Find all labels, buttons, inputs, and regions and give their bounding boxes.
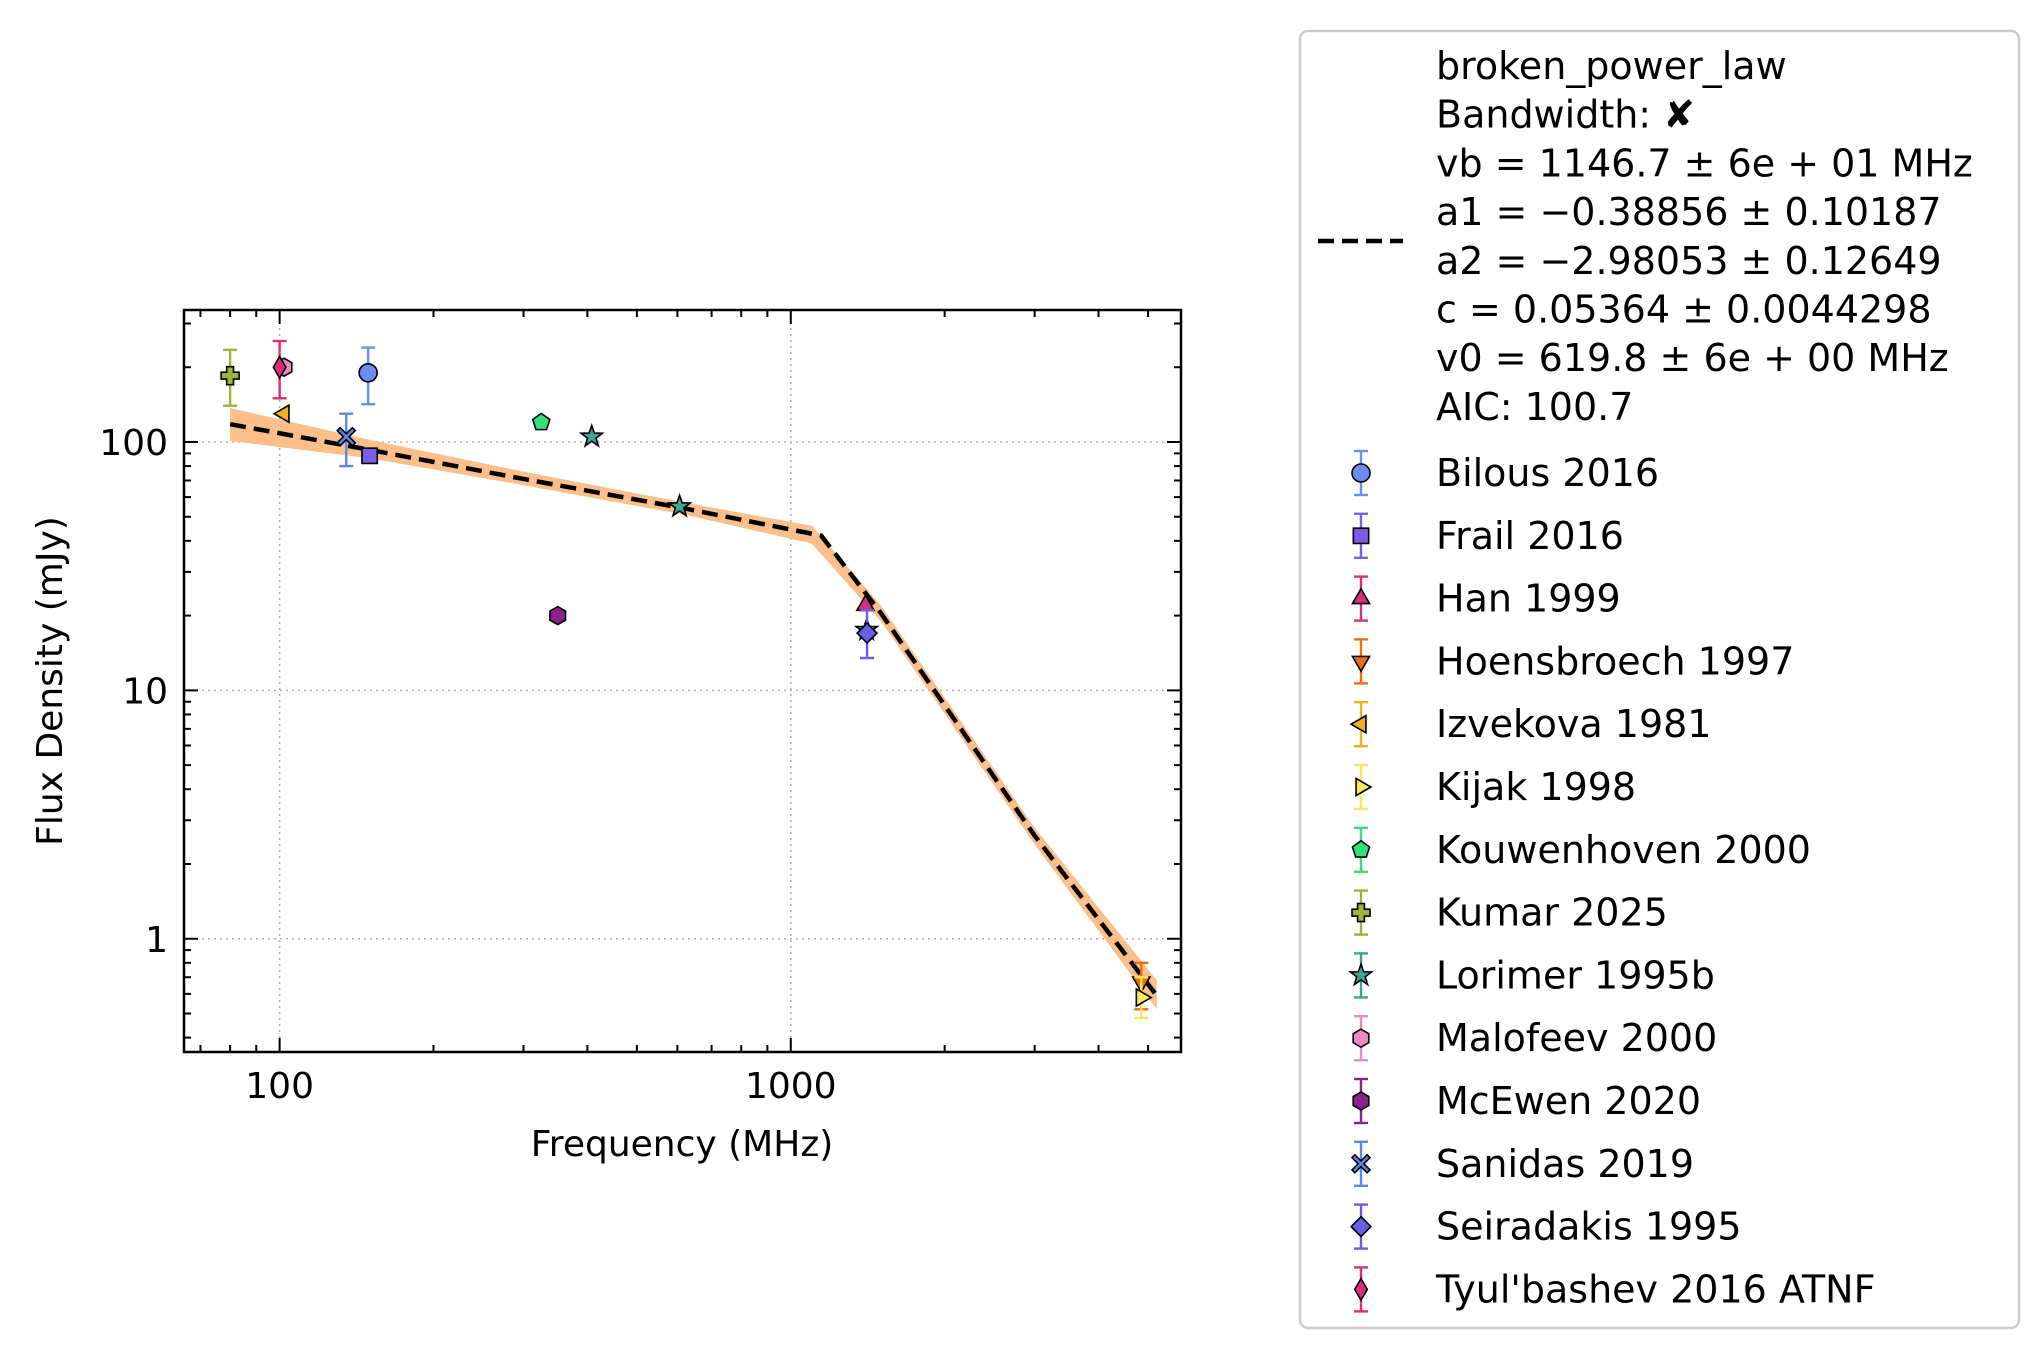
legend-entry: Bilous 2016 <box>1351 449 1659 497</box>
legend-entry: Kijak 1998 <box>1354 763 1636 811</box>
data-point <box>549 605 567 626</box>
legend-marker <box>1349 1215 1373 1238</box>
legend-fit-text-line: a1 = −0.38856 ± 0.10187 <box>1436 190 1942 234</box>
y-tick-label: 10 <box>122 671 168 712</box>
legend-marker <box>1349 714 1367 735</box>
legend-label: McEwen 2020 <box>1436 1079 1701 1123</box>
data-point <box>531 412 551 431</box>
legend-label: Han 1999 <box>1436 577 1621 621</box>
legend-marker <box>1351 902 1371 923</box>
legend-label: Sanidas 2019 <box>1436 1142 1694 1186</box>
legend-marker <box>1353 1277 1369 1302</box>
data-point <box>666 492 693 518</box>
legend-fit-text-line: c = 0.05364 ± 0.0044298 <box>1436 288 1932 332</box>
data-point <box>1135 987 1153 1008</box>
legend-series-entries: Bilous 2016 Frail 2016 Han 1999 Hoensbroech… <box>1347 449 1875 1313</box>
legend-entry: Han 1999 <box>1351 575 1621 622</box>
fit-line <box>229 421 1159 998</box>
data-point <box>272 354 287 380</box>
data-point <box>336 426 357 447</box>
legend-label: Bilous 2016 <box>1436 451 1659 495</box>
legend-label: Tyul'bashev 2016 ATNF <box>1435 1267 1875 1311</box>
grid <box>184 310 1181 1052</box>
legend-marker <box>1351 587 1371 605</box>
data-point <box>272 403 290 424</box>
legend-marker <box>1347 961 1375 987</box>
legend-label: Izvekova 1981 <box>1436 702 1711 746</box>
legend-fit-entry: broken_power_law Bandwidth: ✘vb = 1146.7 … <box>1318 44 1973 429</box>
data-point <box>856 622 879 645</box>
data-point <box>361 447 379 465</box>
legend-marker <box>1351 839 1371 858</box>
legend: broken_power_law Bandwidth: ✘vb = 1146.7 … <box>1298 29 2021 1330</box>
legend-marker <box>1351 463 1371 483</box>
y-tick-label: 1 <box>145 920 168 961</box>
legend-fit-text-line: broken_power_law <box>1436 44 1787 88</box>
legend-entry: Lorimer 1995b <box>1347 952 1715 999</box>
legend-entry: Kouwenhoven 2000 <box>1351 826 1811 873</box>
legend-box <box>1298 29 2021 1330</box>
y-tick-label: 100 <box>99 423 168 464</box>
legend-fit-text-line: v0 = 619.8 ± 6e + 00 MHz <box>1436 336 1949 380</box>
data-point <box>358 362 378 383</box>
legend-entry: Malofeev 2000 <box>1352 1015 1717 1062</box>
legend-label: Kijak 1998 <box>1436 765 1636 809</box>
legend-marker <box>1350 1153 1372 1174</box>
legend-label: Malofeev 2000 <box>1436 1016 1717 1060</box>
data-point <box>578 423 605 448</box>
legend-label: Frail 2016 <box>1436 514 1624 558</box>
x-axis-label: Frequency (MHz) <box>531 1124 834 1165</box>
legend-fit-text-line: a2 = −2.98053 ± 0.12649 <box>1436 239 1942 283</box>
legend-label: Kouwenhoven 2000 <box>1436 828 1811 872</box>
legend-marker <box>1352 527 1370 545</box>
x-tick-label: 1000 <box>745 1066 837 1107</box>
data-points-layer <box>220 339 1153 1020</box>
legend-entry: Tyul'bashev 2016 ATNF <box>1353 1266 1875 1313</box>
legend-entry: Frail 2016 <box>1352 512 1624 559</box>
axis-ticks <box>184 310 1181 1052</box>
axis-tick-labels: 100 1000 1 10 100 <box>99 423 836 1107</box>
legend-marker <box>1352 1091 1370 1111</box>
legend-marker <box>1351 655 1371 673</box>
legend-label: Seiradakis 1995 <box>1436 1205 1742 1249</box>
legend-marker <box>1352 1028 1370 1049</box>
legend-marker <box>1355 777 1373 797</box>
legend-entry: Sanidas 2019 <box>1350 1140 1694 1188</box>
legend-fit-text-line: Bandwidth: ✘ <box>1436 93 1695 137</box>
axes-frame <box>182 308 1183 1054</box>
legend-entry: Kumar 2025 <box>1351 889 1668 936</box>
legend-fit-text-line: vb = 1146.7 ± 6e + 01 MHz <box>1436 141 1973 185</box>
legend-label: Kumar 2025 <box>1436 891 1668 935</box>
legend-label: Hoensbroech 1997 <box>1436 639 1794 683</box>
x-tick-label: 100 <box>245 1066 314 1107</box>
legend-entry: McEwen 2020 <box>1352 1077 1701 1125</box>
legend-entry: Hoensbroech 1997 <box>1351 638 1794 685</box>
legend-entry: Izvekova 1981 <box>1349 701 1711 748</box>
data-point <box>220 365 240 386</box>
legend-label: Lorimer 1995b <box>1436 953 1715 997</box>
legend-fit-text-line: AIC: 100.7 <box>1436 385 1633 429</box>
legend-entry: Seiradakis 1995 <box>1349 1203 1742 1250</box>
fit-line-layer <box>229 421 1159 998</box>
y-axis-label: Flux Density (mJy) <box>30 516 71 846</box>
plot-area <box>184 310 1181 1052</box>
